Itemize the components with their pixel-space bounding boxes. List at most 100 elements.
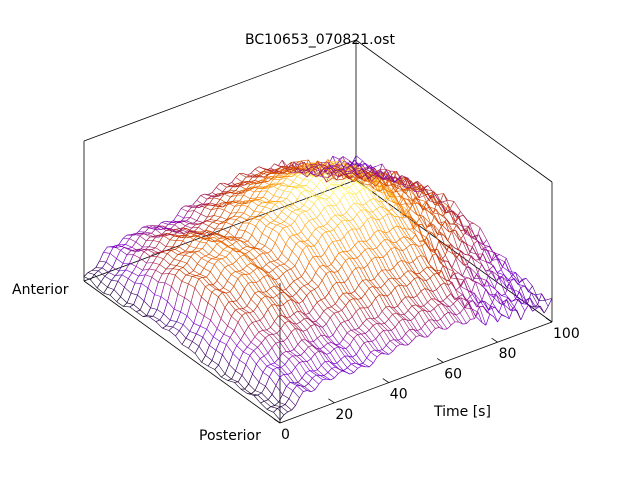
mesh-line bbox=[323, 168, 331, 170]
mesh-line bbox=[399, 278, 407, 287]
mesh-line bbox=[150, 307, 158, 310]
mesh-line bbox=[333, 161, 340, 164]
mesh-line bbox=[369, 238, 377, 249]
mesh-line bbox=[332, 156, 337, 166]
mesh-line bbox=[252, 363, 257, 375]
mesh-line bbox=[161, 220, 166, 223]
mesh-line bbox=[289, 285, 297, 294]
mesh-line bbox=[266, 363, 271, 367]
mesh-line bbox=[306, 168, 314, 178]
mesh-line bbox=[113, 281, 119, 290]
mesh-line bbox=[408, 228, 416, 235]
mesh-line bbox=[275, 179, 281, 186]
mesh-line bbox=[180, 260, 188, 264]
mesh-line bbox=[231, 271, 236, 275]
mesh-line bbox=[325, 198, 333, 207]
mesh-line bbox=[266, 190, 274, 196]
mesh-line bbox=[442, 225, 450, 233]
mesh-line bbox=[232, 195, 238, 202]
mesh-line bbox=[263, 190, 268, 198]
mesh-line bbox=[320, 297, 326, 301]
mesh-line bbox=[172, 268, 180, 270]
mesh-line bbox=[312, 185, 317, 192]
x-tick-label: 100 bbox=[553, 326, 580, 342]
mesh-line bbox=[388, 278, 396, 288]
mesh-line bbox=[400, 227, 408, 238]
mesh-line bbox=[294, 221, 302, 232]
mesh-line bbox=[306, 211, 314, 220]
mesh-line bbox=[134, 275, 140, 284]
mesh-line bbox=[214, 296, 219, 309]
mesh-line bbox=[370, 317, 375, 320]
mesh-line bbox=[459, 235, 464, 241]
mesh-line bbox=[284, 190, 291, 193]
mesh-line bbox=[372, 247, 377, 250]
mesh-line bbox=[434, 193, 442, 203]
mesh-line bbox=[228, 301, 236, 311]
mesh-line bbox=[338, 293, 344, 299]
mesh-line bbox=[419, 269, 424, 274]
mesh-line bbox=[189, 210, 195, 218]
mesh-line bbox=[95, 260, 100, 268]
mesh-line bbox=[176, 321, 184, 325]
x-tick bbox=[436, 358, 444, 363]
mesh-line bbox=[460, 250, 468, 265]
mesh-line bbox=[234, 382, 242, 390]
mesh-line bbox=[267, 252, 275, 262]
mesh-line bbox=[365, 241, 373, 250]
mesh-line bbox=[422, 215, 428, 228]
mesh-line bbox=[380, 206, 385, 209]
mesh-line bbox=[323, 375, 331, 381]
mesh-line bbox=[427, 266, 435, 275]
mesh-line bbox=[169, 235, 174, 241]
mesh-line bbox=[275, 279, 283, 291]
mesh-line bbox=[469, 251, 477, 255]
mesh-line bbox=[336, 163, 344, 170]
mesh-line bbox=[515, 272, 523, 280]
mesh-line bbox=[189, 245, 197, 249]
mesh-line bbox=[180, 208, 188, 212]
mesh-line bbox=[253, 180, 261, 183]
mesh-line bbox=[326, 218, 332, 224]
mesh-line bbox=[298, 215, 306, 226]
plot-box bbox=[83, 39, 553, 424]
mesh-line bbox=[339, 236, 345, 241]
mesh-line bbox=[310, 291, 318, 303]
mesh-line bbox=[270, 362, 275, 365]
mesh-line bbox=[159, 313, 164, 321]
mesh-line bbox=[314, 289, 322, 300]
mesh-line bbox=[83, 276, 91, 281]
mesh-line bbox=[271, 347, 279, 359]
mesh-line bbox=[436, 289, 444, 302]
mesh-line bbox=[260, 176, 268, 181]
mesh-line bbox=[324, 205, 329, 209]
mesh-line bbox=[198, 336, 204, 347]
mesh-line bbox=[347, 160, 356, 168]
mesh-line bbox=[398, 284, 403, 287]
mesh-line bbox=[362, 160, 370, 169]
mesh-line bbox=[422, 279, 427, 282]
mesh-line bbox=[435, 209, 443, 226]
mesh-line bbox=[444, 282, 452, 294]
mesh-line bbox=[212, 220, 217, 223]
mesh-line bbox=[349, 220, 357, 230]
mesh-line bbox=[278, 315, 283, 317]
mesh-line bbox=[477, 312, 483, 323]
mesh-line bbox=[441, 226, 449, 242]
mesh-line bbox=[472, 234, 480, 239]
mesh-line bbox=[189, 331, 197, 335]
mesh-line bbox=[221, 191, 228, 194]
mesh-line bbox=[216, 220, 224, 223]
mesh-line bbox=[240, 256, 248, 266]
mesh-line bbox=[255, 258, 263, 269]
mesh-line bbox=[406, 247, 414, 262]
mesh-line bbox=[276, 224, 284, 229]
mesh-line bbox=[428, 232, 436, 253]
mesh-line bbox=[184, 255, 191, 257]
mesh-line bbox=[441, 221, 446, 227]
mesh-line bbox=[220, 216, 228, 220]
mesh-line bbox=[423, 305, 431, 312]
mesh-line bbox=[96, 281, 102, 289]
mesh-line bbox=[122, 234, 127, 239]
mesh-line bbox=[201, 286, 206, 298]
